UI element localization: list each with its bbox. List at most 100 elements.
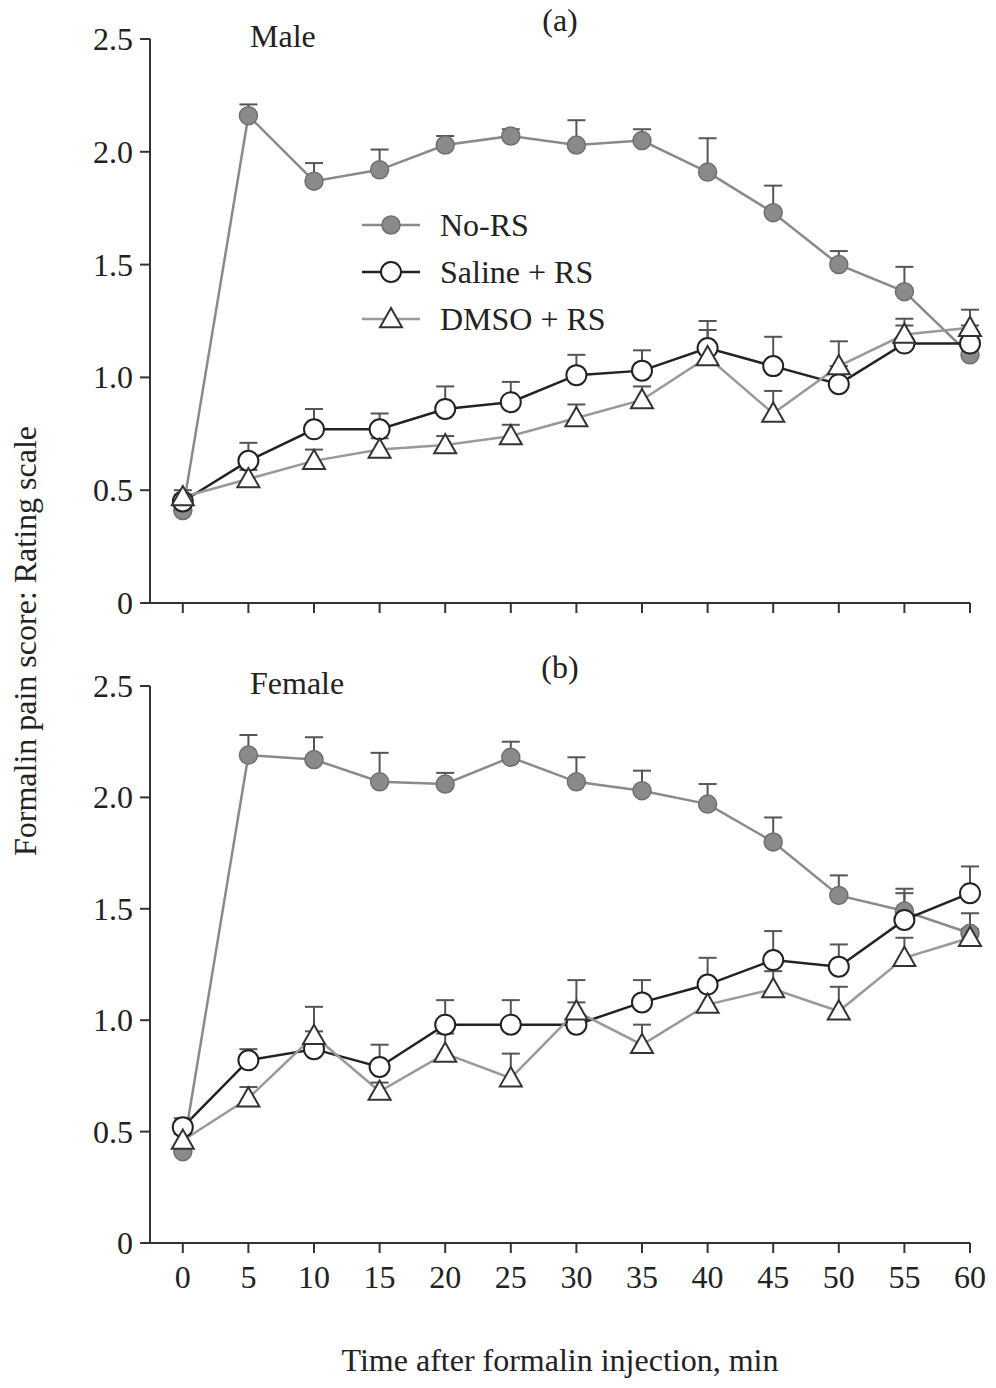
error-cap [239, 442, 257, 444]
x-tick-label: 25 [495, 1259, 527, 1295]
figure: 00.51.01.52.02.5Male(a)Formalin pain sco… [0, 0, 996, 1388]
marker [239, 746, 257, 764]
x-tick-label: 0 [175, 1259, 191, 1295]
marker [566, 365, 586, 385]
x-tick [575, 1243, 577, 1253]
error-cap [699, 320, 717, 322]
x-tick [903, 603, 905, 613]
y-tick [140, 796, 150, 798]
marker [303, 1025, 325, 1044]
series-line [183, 116, 970, 511]
marker [567, 773, 585, 791]
marker [632, 361, 652, 381]
error-cap [633, 128, 651, 130]
error-cap [830, 874, 848, 876]
error-cap [764, 336, 782, 338]
error-cap [830, 250, 848, 252]
error-cap [371, 752, 389, 754]
marker [763, 950, 783, 970]
marker [830, 256, 848, 274]
x-tick [838, 603, 840, 613]
marker [631, 389, 653, 408]
error-cap [305, 1006, 323, 1008]
legend-label: Saline + RS [440, 254, 593, 290]
error-cap [371, 1044, 389, 1046]
y-tick-label: 2.0 [93, 779, 133, 815]
error-cap [895, 318, 913, 320]
y-axis [149, 39, 151, 603]
x-tick [379, 1243, 381, 1253]
marker [567, 136, 585, 154]
marker [172, 1130, 194, 1149]
error-cap [502, 741, 520, 743]
marker [239, 107, 257, 125]
x-tick [969, 603, 971, 613]
series-line [183, 755, 970, 1152]
x-tick [510, 603, 512, 613]
marker [764, 833, 782, 851]
error-cap [502, 999, 520, 1001]
error-cap [239, 734, 257, 736]
marker [894, 910, 914, 930]
x-tick [707, 603, 709, 613]
marker [697, 346, 719, 365]
x-tick [641, 603, 643, 613]
x-tick [903, 1243, 905, 1253]
marker [369, 439, 391, 458]
x-axis-label: Time after formalin injection, min [342, 1342, 779, 1378]
y-tick [140, 489, 150, 491]
y-tick-label: 1.0 [93, 359, 133, 395]
error-cap [633, 349, 651, 351]
legend: No-RSSaline + RSDMSO + RS [362, 207, 606, 337]
y-tick-label: 2.5 [93, 668, 133, 704]
marker [371, 773, 389, 791]
marker [237, 468, 259, 487]
y-tick [140, 151, 150, 153]
marker [304, 419, 324, 439]
y-tick-label: 0.5 [93, 472, 133, 508]
x-tick [641, 1243, 643, 1253]
error-cap [436, 772, 454, 774]
x-tick-label: 45 [757, 1259, 789, 1295]
error-cap [567, 979, 585, 981]
x-axis [150, 602, 970, 604]
x-tick [313, 603, 315, 613]
error-cap [699, 329, 717, 331]
x-tick [182, 1243, 184, 1253]
y-tick [140, 1242, 150, 1244]
marker [500, 1067, 522, 1086]
marker [305, 751, 323, 769]
marker [435, 1015, 455, 1035]
marker [435, 399, 455, 419]
legend-label: No-RS [440, 207, 529, 243]
panel: 00.51.01.52.02.5Male(a)Formalin pain sco… [7, 2, 970, 856]
error-cap [895, 892, 913, 894]
marker [436, 136, 454, 154]
error-cap [961, 309, 979, 311]
marker [699, 163, 717, 181]
error-cap [436, 999, 454, 1001]
y-tick-label: 0 [117, 585, 133, 621]
x-tick [575, 603, 577, 613]
panel-label: (b) [541, 649, 578, 685]
marker [960, 883, 980, 903]
panel-title: Male [250, 18, 316, 54]
error-cap [961, 865, 979, 867]
marker [500, 425, 522, 444]
marker [381, 262, 401, 282]
error-cap [305, 408, 323, 410]
marker [369, 1080, 391, 1099]
error-cap [371, 412, 389, 414]
y-tick-label: 1.5 [93, 891, 133, 927]
y-tick-label: 0 [117, 1225, 133, 1261]
plot-area [172, 735, 981, 1161]
error-cap [764, 816, 782, 818]
error-cap [305, 162, 323, 164]
error-cap [567, 756, 585, 758]
marker [370, 419, 390, 439]
marker [565, 1000, 587, 1019]
marker [502, 127, 520, 145]
marker [764, 204, 782, 222]
x-tick [313, 1243, 315, 1253]
x-tick [444, 603, 446, 613]
